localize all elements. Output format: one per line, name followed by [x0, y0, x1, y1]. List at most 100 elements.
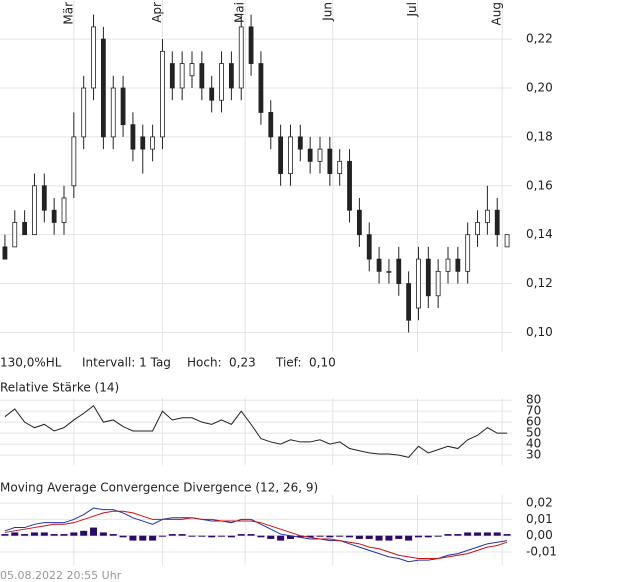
- candle-body: [2, 246, 8, 260]
- candle-body: [160, 50, 165, 138]
- histogram-bar: [493, 532, 501, 536]
- histogram-bar: [139, 535, 147, 541]
- candle-body: [504, 234, 510, 248]
- histogram-bar: [80, 530, 88, 536]
- histogram-bar: [40, 532, 48, 536]
- histogram-bar: [109, 534, 117, 536]
- candle-body: [435, 270, 441, 297]
- macd-line: [4, 510, 508, 559]
- candle-body: [228, 63, 234, 89]
- histogram-bar: [168, 534, 176, 536]
- candle-body: [327, 148, 333, 174]
- histogram-bar: [247, 534, 255, 536]
- histogram-bar: [405, 535, 413, 541]
- histogram-bar: [188, 535, 196, 537]
- candle-body: [475, 222, 480, 236]
- histogram-bar: [483, 532, 491, 536]
- histogram-bar: [149, 535, 157, 541]
- candle-body: [396, 258, 402, 284]
- y-tick-label: 0,16: [526, 178, 553, 192]
- histogram-bar: [346, 535, 354, 538]
- candle-body: [12, 222, 18, 248]
- rsi-line: [4, 404, 508, 458]
- histogram-bar: [464, 532, 472, 536]
- macd-title: Moving Average Convergence Divergence (1…: [0, 481, 318, 495]
- candle-body: [100, 38, 106, 138]
- histogram-bar: [385, 535, 393, 541]
- histogram-bar: [60, 534, 68, 536]
- candle-body: [425, 258, 431, 297]
- candle-body: [71, 136, 77, 187]
- candle-body: [169, 63, 175, 89]
- candle-body: [445, 258, 451, 272]
- candle-body: [179, 63, 185, 89]
- x-tick-label: Mär: [61, 2, 75, 25]
- histogram-bar: [365, 535, 373, 539]
- histogram-bar: [99, 532, 107, 536]
- candle-body: [278, 136, 284, 174]
- candle-body: [61, 197, 67, 223]
- histogram-bar: [286, 535, 294, 539]
- candle-body: [189, 63, 195, 77]
- histogram-bar: [178, 534, 186, 536]
- histogram-bar: [336, 535, 344, 537]
- candle-body: [297, 136, 303, 150]
- histogram-bar: [208, 535, 216, 538]
- histogram-bar: [1, 534, 9, 536]
- candle-body: [248, 26, 254, 64]
- candle-body: [258, 63, 264, 113]
- y-tick-label: 30: [526, 448, 541, 462]
- y-tick-label: 0,12: [526, 276, 553, 290]
- histogram-bar: [355, 535, 363, 539]
- low-value: 0,10: [309, 356, 336, 370]
- high-value: 0,23: [229, 356, 256, 370]
- candle-body: [366, 234, 372, 260]
- candle-body: [465, 234, 471, 272]
- candle-body: [22, 222, 28, 236]
- candle-body: [51, 209, 57, 223]
- histogram-bar: [375, 535, 383, 541]
- candle-body: [238, 26, 244, 89]
- candle-body: [41, 185, 47, 211]
- histogram-bar: [316, 535, 324, 537]
- histogram-bar: [50, 534, 58, 536]
- histogram-bar: [11, 532, 19, 536]
- histogram-bar: [267, 535, 275, 539]
- timestamp: 05.08.2022 20:55 Uhr: [0, 569, 122, 582]
- candle-body: [91, 26, 96, 89]
- y-tick-label: 0,18: [526, 129, 553, 143]
- histogram-bar: [503, 534, 511, 536]
- y-tick-label: 0,02: [526, 496, 553, 510]
- y-tick-label: 0,01: [526, 512, 553, 526]
- candle-body: [356, 209, 362, 236]
- candle-body: [219, 63, 224, 101]
- histogram-bar: [30, 532, 38, 536]
- histogram-bar: [218, 535, 226, 537]
- histogram-bar: [414, 535, 422, 538]
- histogram-bar: [90, 527, 98, 536]
- histogram-bar: [21, 534, 29, 536]
- candle-body: [130, 124, 136, 150]
- candle-body: [347, 160, 352, 211]
- x-tick-label: Mai: [233, 2, 247, 23]
- candle-body: [81, 87, 87, 138]
- y-tick-label: 0,10: [526, 325, 553, 339]
- y-tick-label: 0,20: [526, 81, 553, 95]
- histogram-bar: [424, 535, 432, 538]
- candle-body: [120, 87, 126, 126]
- candle-body: [199, 63, 205, 89]
- candle-body: [376, 258, 382, 272]
- interval-label: Intervall: 1 Tag: [82, 356, 171, 370]
- candle-body: [110, 87, 116, 138]
- y-tick-label: 0,00: [526, 528, 553, 542]
- candle-body: [209, 87, 215, 101]
- candle-body: [288, 136, 293, 174]
- candle-body: [494, 209, 500, 236]
- histogram-bar: [70, 532, 78, 536]
- histogram-bar: [454, 534, 462, 536]
- y-tick-label: 60: [526, 415, 541, 429]
- candle-body: [386, 270, 392, 273]
- candle-body: [32, 185, 37, 236]
- x-tick-label: Aug: [490, 2, 504, 25]
